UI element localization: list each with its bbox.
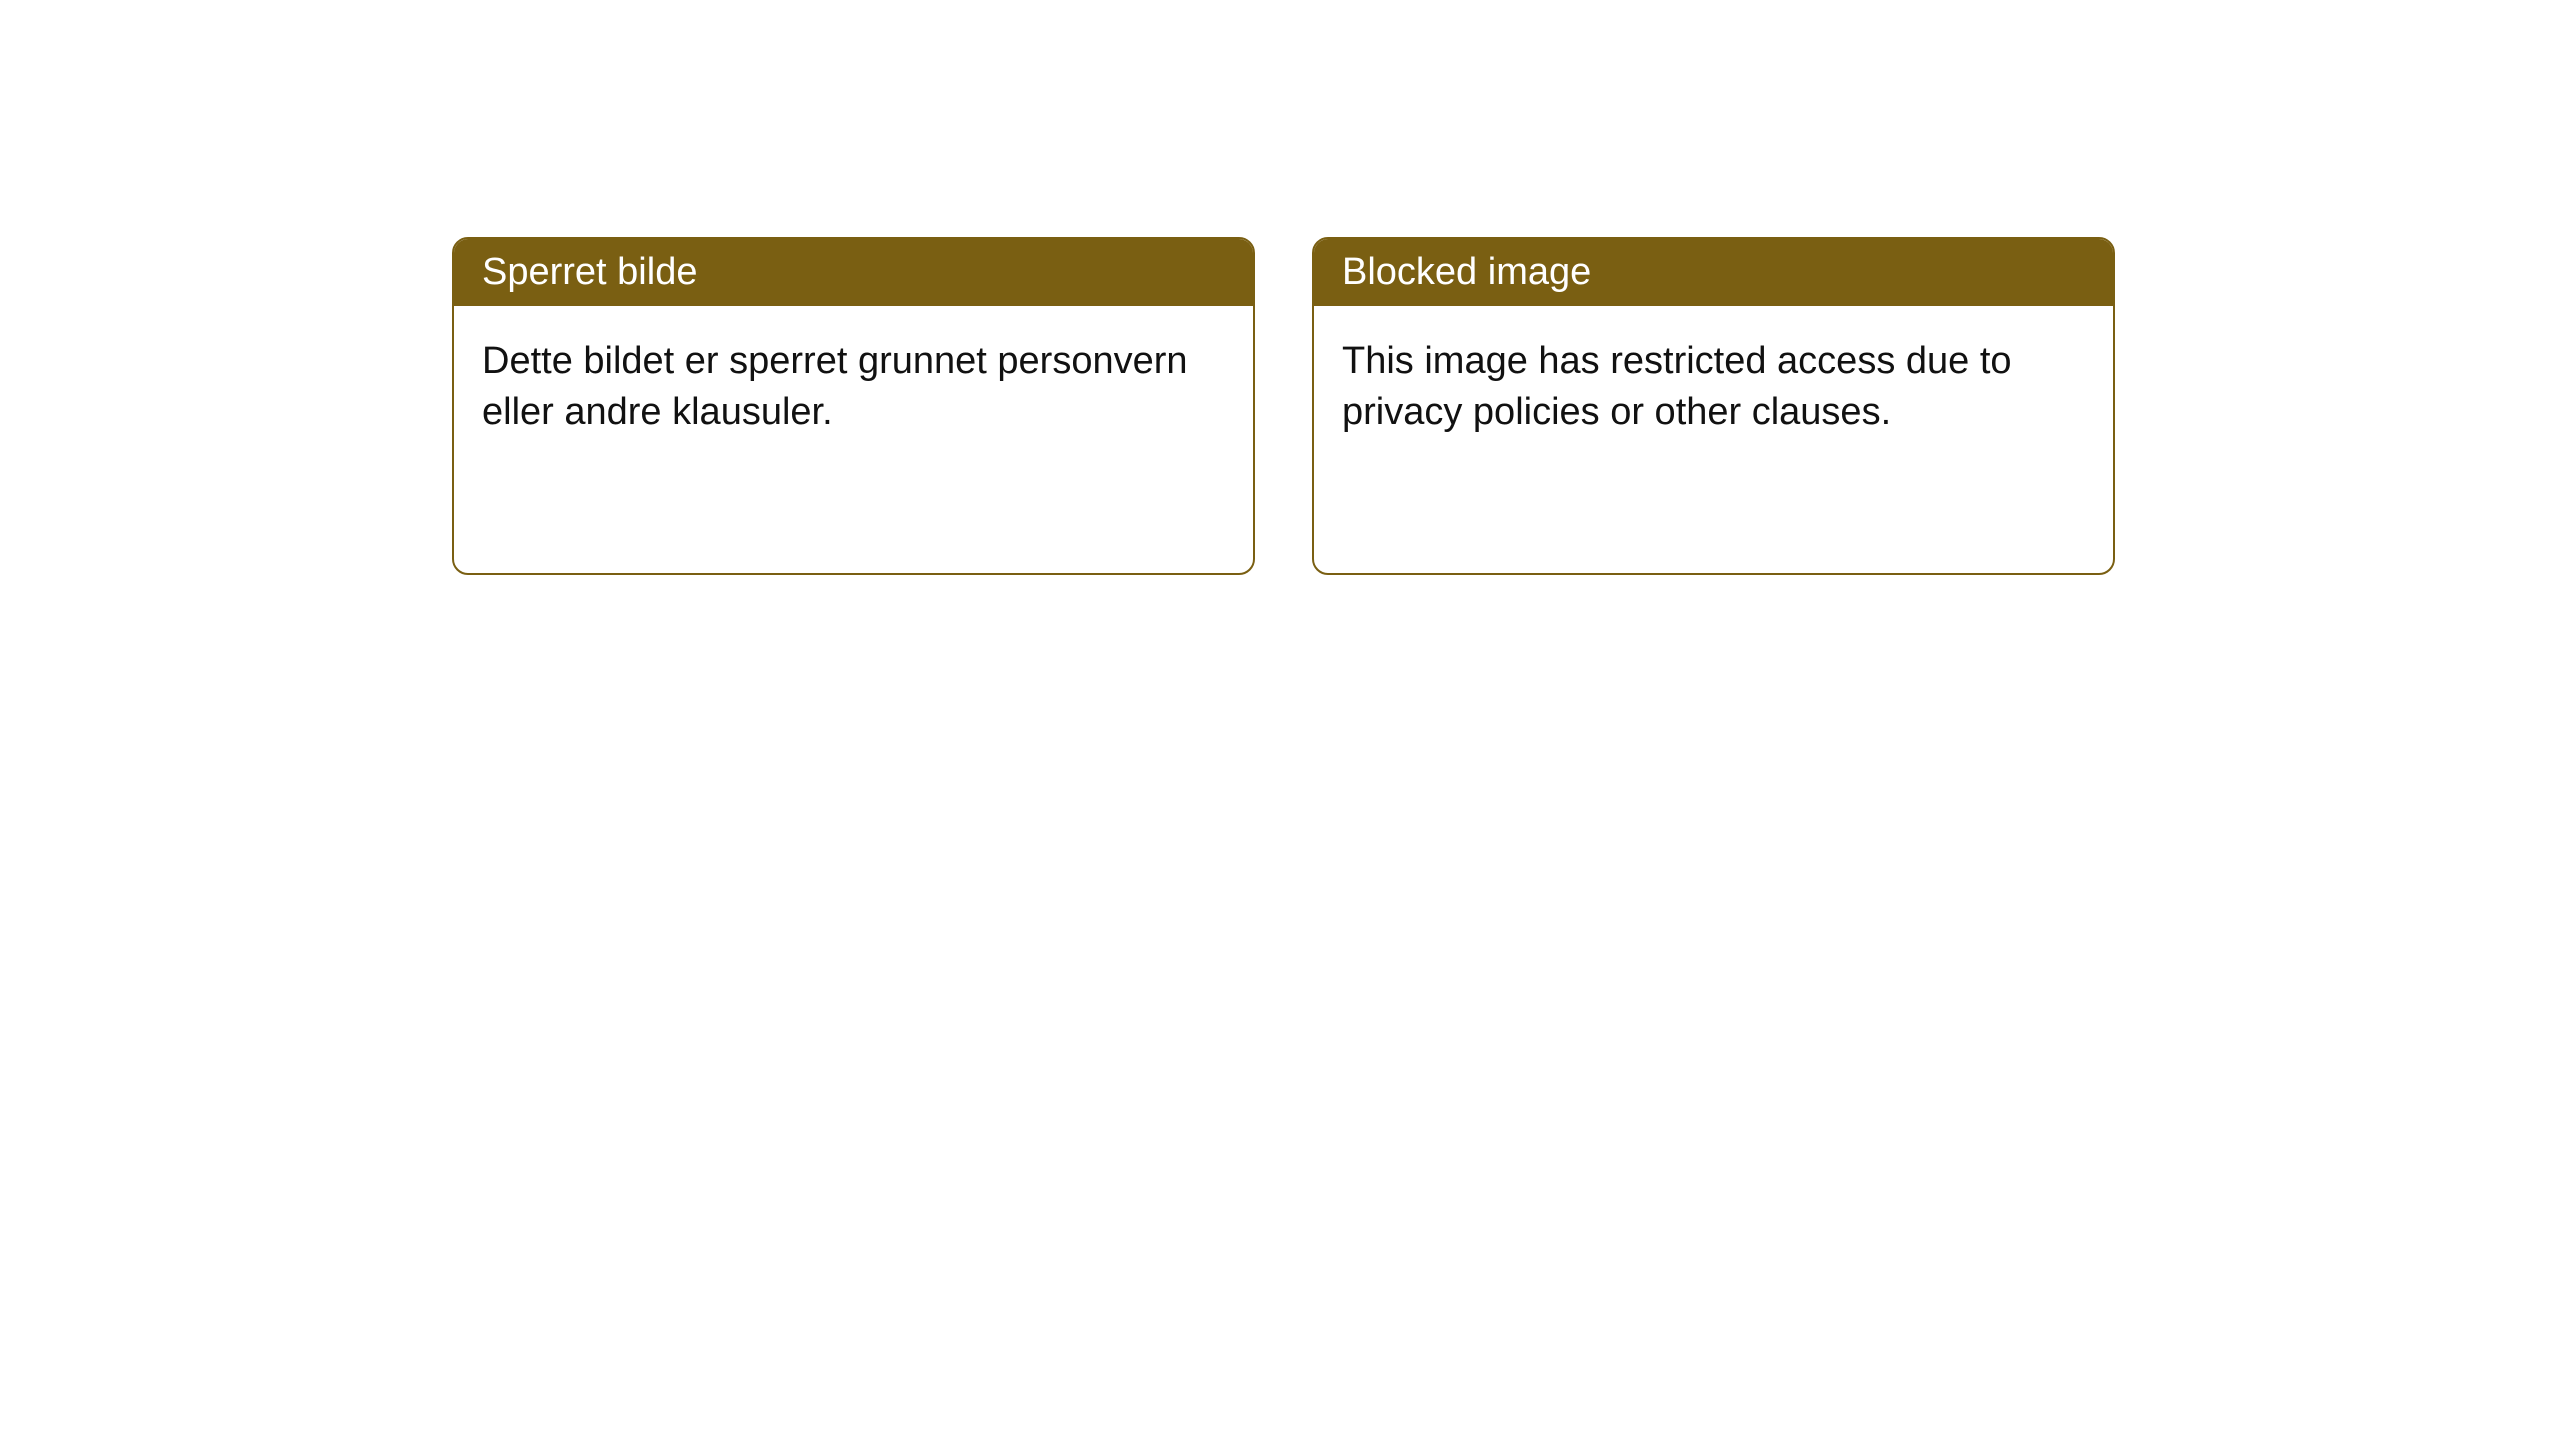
- card-body: Dette bildet er sperret grunnet personve…: [454, 306, 1253, 469]
- card-body: This image has restricted access due to …: [1314, 306, 2113, 469]
- card-english: Blocked image This image has restricted …: [1312, 237, 2115, 575]
- card-header: Blocked image: [1314, 239, 2113, 306]
- card-body-text: This image has restricted access due to …: [1342, 340, 2012, 433]
- card-header: Sperret bilde: [454, 239, 1253, 306]
- card-body-text: Dette bildet er sperret grunnet personve…: [482, 340, 1188, 433]
- card-norwegian: Sperret bilde Dette bildet er sperret gr…: [452, 237, 1255, 575]
- card-title: Blocked image: [1342, 251, 1591, 293]
- cards-container: Sperret bilde Dette bildet er sperret gr…: [452, 237, 2115, 575]
- card-title: Sperret bilde: [482, 251, 697, 293]
